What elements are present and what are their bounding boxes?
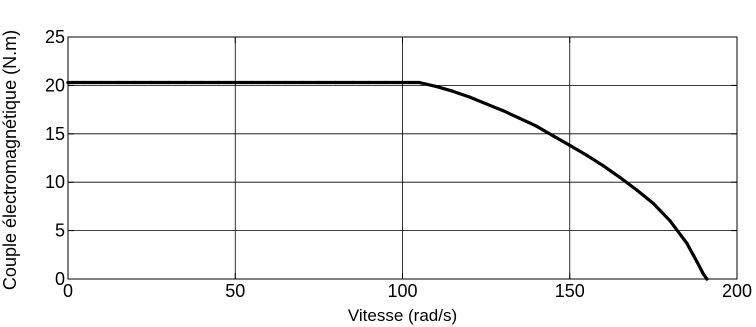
y-tick-label: 20 — [45, 75, 65, 95]
y-tick-label: 15 — [45, 124, 65, 144]
data-point — [317, 80, 321, 85]
data-point — [384, 80, 388, 85]
data-point — [133, 80, 137, 85]
data-point — [283, 80, 288, 85]
data-point — [334, 80, 338, 85]
data-point — [635, 188, 639, 192]
data-point — [99, 80, 104, 85]
y-tick-label: 0 — [55, 269, 65, 289]
data-point — [150, 80, 154, 85]
data-point — [584, 153, 589, 157]
data-point — [484, 102, 488, 106]
x-tick-label: 200 — [722, 281, 752, 301]
data-point — [166, 80, 170, 85]
data-point — [434, 84, 438, 88]
data-point — [350, 80, 354, 85]
data-point — [300, 80, 304, 85]
data-point — [701, 272, 706, 276]
y-tick-label: 25 — [45, 27, 65, 47]
data-point — [668, 219, 672, 223]
data-point — [200, 80, 204, 85]
data-point — [216, 80, 221, 85]
data-point — [651, 201, 655, 206]
data-point — [501, 108, 505, 113]
data-point — [451, 89, 455, 93]
y-tick-label: 10 — [45, 172, 65, 192]
y-tick-label: 5 — [55, 221, 65, 241]
data-point — [400, 80, 405, 85]
data-point — [551, 134, 555, 138]
data-point — [685, 241, 689, 245]
data-point — [534, 124, 538, 128]
x-axis-label: Vitesse (rad/s) — [348, 306, 457, 325]
data-point — [183, 80, 187, 85]
data-point — [83, 80, 87, 85]
data-point — [417, 80, 421, 85]
data-point — [233, 80, 237, 85]
grid-lines — [68, 37, 737, 279]
data-point — [267, 80, 271, 85]
x-tick-label: 150 — [555, 281, 585, 301]
data-point — [250, 80, 254, 85]
series-line — [66, 80, 709, 281]
x-tick-label: 50 — [225, 281, 245, 301]
data-point — [116, 80, 120, 85]
data-point — [568, 143, 572, 148]
y-axis-label: Couple électromagnétique (N.m) — [0, 30, 20, 290]
data-point — [367, 80, 371, 85]
axis-ticks: 0 50 100 150 200 0 5 10 15 20 25 — [45, 27, 752, 301]
x-tick-label: 0 — [63, 281, 73, 301]
data-point — [618, 175, 622, 179]
data-point — [467, 95, 471, 99]
series-layer — [66, 80, 709, 281]
data-point — [517, 116, 522, 120]
x-tick-label: 100 — [387, 281, 417, 301]
data-point — [695, 259, 699, 264]
data-point — [601, 164, 605, 168]
